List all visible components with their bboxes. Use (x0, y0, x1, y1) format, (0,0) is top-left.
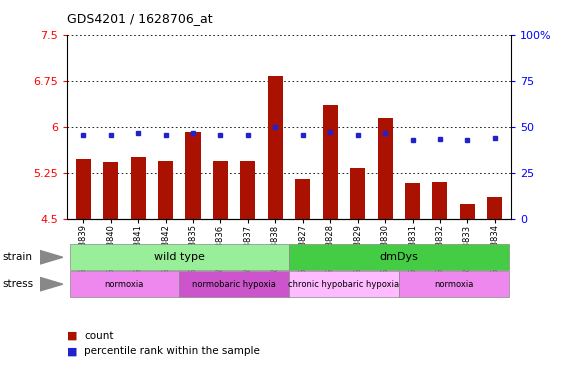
Text: percentile rank within the sample: percentile rank within the sample (84, 346, 260, 356)
Bar (158, 161, 173, 219)
Text: chronic hypobaric hypoxia: chronic hypobaric hypoxia (288, 280, 400, 289)
Bar (131, 157, 146, 219)
Bar (405, 183, 420, 219)
Text: strain: strain (3, 252, 33, 262)
Bar (295, 179, 310, 219)
Bar (70, 244, 289, 270)
Bar (289, 271, 399, 297)
Bar (185, 132, 200, 219)
Bar (378, 118, 393, 219)
Bar (268, 76, 283, 219)
Bar (70, 271, 180, 297)
Polygon shape (40, 250, 63, 264)
Bar (241, 161, 256, 219)
Bar (76, 159, 91, 219)
Bar (487, 197, 503, 219)
Text: dmDys: dmDys (379, 252, 418, 262)
Text: count: count (84, 331, 114, 341)
Bar (289, 244, 508, 270)
Bar (213, 161, 228, 219)
Bar (350, 169, 365, 219)
Bar (399, 271, 508, 297)
Text: normoxia: normoxia (105, 280, 144, 289)
Bar (103, 162, 119, 219)
Bar (460, 204, 475, 219)
Text: ■: ■ (67, 346, 77, 356)
Text: ■: ■ (67, 331, 77, 341)
Bar (322, 105, 338, 219)
Text: normobaric hypoxia: normobaric hypoxia (192, 280, 276, 289)
Bar (180, 271, 289, 297)
Bar (432, 182, 447, 219)
Text: GDS4201 / 1628706_at: GDS4201 / 1628706_at (67, 12, 213, 25)
Text: normoxia: normoxia (434, 280, 474, 289)
Polygon shape (40, 277, 63, 291)
Text: wild type: wild type (154, 252, 205, 262)
Text: stress: stress (3, 279, 34, 289)
